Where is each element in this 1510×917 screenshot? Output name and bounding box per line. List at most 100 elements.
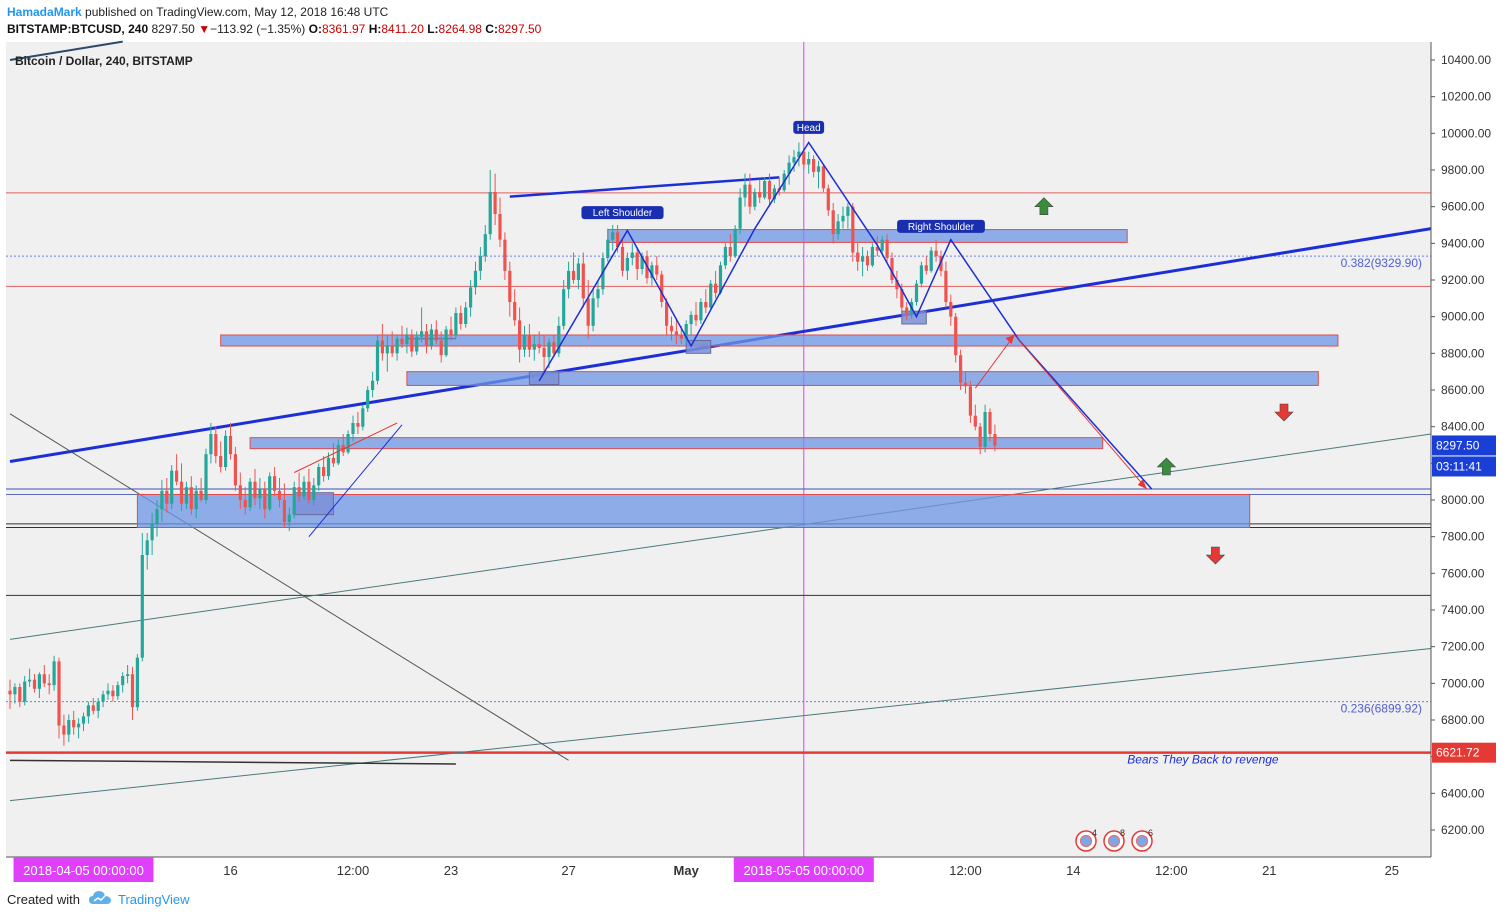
- candle-body: [571, 270, 576, 280]
- candle: [170, 465, 174, 510]
- candle: [101, 690, 105, 708]
- candle: [469, 280, 473, 317]
- candle: [861, 247, 865, 277]
- candle: [880, 236, 884, 255]
- price-tick-label: 10200.00: [1441, 90, 1491, 104]
- candle-body: [483, 234, 487, 257]
- event-count: 4: [1092, 828, 1097, 838]
- projection-arrowhead: [1005, 335, 1015, 344]
- pattern-label: Right Shoulder: [908, 222, 975, 233]
- candle-body: [356, 423, 360, 427]
- candle-body: [268, 476, 272, 510]
- candle: [527, 324, 531, 357]
- candle: [567, 261, 571, 299]
- candle-body: [253, 481, 257, 499]
- candle: [400, 325, 404, 348]
- pattern-path: [293, 422, 398, 473]
- candle-body: [405, 335, 409, 345]
- candles-layer: [8, 142, 997, 746]
- price-tick-label: 8600.00: [1441, 383, 1485, 397]
- candle-body: [704, 302, 708, 308]
- candle: [763, 177, 767, 200]
- candle-body: [32, 679, 37, 689]
- candle: [483, 225, 487, 262]
- candle: [728, 234, 732, 262]
- candle-body: [562, 289, 566, 326]
- candle: [552, 335, 556, 357]
- high-label: H:: [368, 22, 382, 36]
- candle: [175, 454, 179, 486]
- price-tick-label: 9400.00: [1441, 236, 1485, 250]
- candle-body: [424, 331, 429, 346]
- candle-body: [42, 674, 46, 684]
- author-link[interactable]: HamadaMark: [7, 5, 82, 19]
- candle: [949, 294, 953, 326]
- candle: [704, 289, 708, 313]
- candle-body: [949, 302, 953, 317]
- candle: [106, 683, 110, 700]
- candle: [322, 456, 326, 482]
- price-tick-label: 7600.00: [1441, 566, 1485, 580]
- candle-body: [753, 192, 757, 207]
- candle: [767, 173, 772, 207]
- candle: [557, 316, 561, 357]
- candle-body: [846, 206, 850, 216]
- candle: [885, 234, 889, 262]
- time-axis[interactable]: 2:001612:002327May12:001412:0021252018-0…: [13, 857, 1400, 882]
- candle-body: [885, 239, 889, 258]
- candle-body: [944, 270, 948, 302]
- candle: [895, 270, 899, 299]
- candle-body: [674, 331, 678, 335]
- candle: [67, 714, 71, 742]
- candle: [444, 325, 448, 357]
- candle: [371, 371, 375, 398]
- candle-body: [434, 329, 438, 341]
- candle-body: [493, 192, 497, 214]
- candle: [988, 408, 992, 442]
- candle-body: [714, 283, 718, 293]
- candle: [238, 472, 242, 510]
- candle-body: [336, 445, 340, 464]
- candle-body: [787, 162, 791, 174]
- candle: [121, 672, 125, 693]
- candle: [812, 155, 816, 178]
- candle-body: [978, 426, 982, 447]
- candle: [297, 472, 301, 502]
- date-highlight-tag: [13, 857, 154, 882]
- candle: [194, 485, 198, 519]
- candle: [47, 674, 51, 695]
- price-axis[interactable]: 10400.00 10200.00 10000.00 9800.00 9600.00 94…: [1431, 53, 1496, 837]
- candle: [865, 250, 870, 271]
- candle: [199, 478, 203, 502]
- date-highlight-tag: [733, 857, 874, 882]
- candle: [410, 329, 414, 357]
- price-tick-label: 6400.00: [1441, 786, 1485, 800]
- candle-body: [160, 490, 164, 510]
- price-tick-label: 8000.00: [1441, 493, 1485, 507]
- candle-body: [532, 344, 536, 350]
- candle-body: [959, 355, 963, 383]
- supply-demand-zone: [249, 437, 1104, 450]
- candle-body: [106, 690, 110, 695]
- candle-body: [126, 674, 130, 676]
- tradingview-link[interactable]: TradingView: [118, 892, 190, 907]
- price-chart[interactable]: Left Shoulder Head Right Shoulder 0.382(932…: [0, 0, 1510, 884]
- candle-body: [557, 325, 561, 354]
- trend-line: [9, 648, 1432, 802]
- candle-body: [900, 289, 904, 308]
- support-price-tag: [1432, 742, 1496, 763]
- candle: [189, 476, 193, 515]
- candle: [273, 467, 277, 497]
- candle: [224, 430, 228, 471]
- candle-body: [924, 265, 928, 271]
- trend-line: [9, 759, 456, 765]
- price-change: −113.92 (−1.35%): [210, 22, 306, 36]
- candle: [253, 468, 257, 506]
- candle: [263, 481, 267, 519]
- candle: [870, 243, 874, 268]
- fib-level-label: 0.236(6899.92): [1341, 702, 1422, 716]
- candle: [635, 247, 639, 280]
- candle: [307, 468, 311, 504]
- candle: [155, 500, 159, 537]
- trend-line: [9, 40, 123, 61]
